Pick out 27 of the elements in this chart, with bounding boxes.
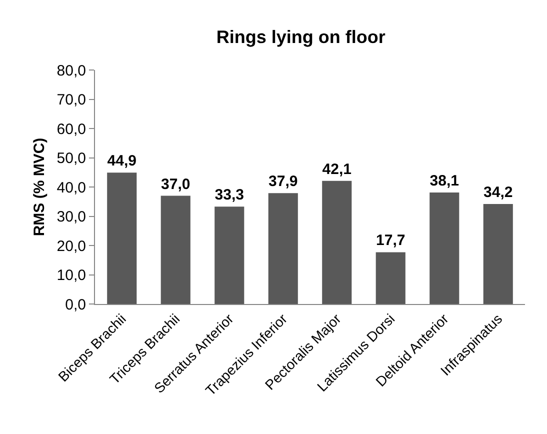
bar	[160, 196, 190, 304]
data-label: 44,9	[107, 152, 136, 170]
data-label: 38,1	[430, 172, 459, 190]
chart-title: Rings lying on floor	[216, 26, 386, 47]
data-label: 34,2	[484, 184, 513, 201]
bar	[107, 172, 137, 304]
y-axis-title: RMS (% MVC)	[31, 138, 48, 236]
data-label: 37,9	[268, 173, 298, 190]
y-tick-label: 30,0	[56, 208, 86, 226]
data-label: 42,1	[322, 160, 352, 178]
y-tick-label: 0,0	[65, 296, 86, 314]
y-tick-label: 10,0	[56, 267, 86, 284]
bar	[430, 192, 460, 304]
data-label: 37,0	[161, 176, 190, 193]
data-label: 17,7	[376, 232, 406, 250]
bar	[214, 206, 244, 304]
bar	[376, 252, 406, 304]
bar	[268, 193, 298, 304]
y-tick-label: 40,0	[56, 179, 86, 196]
data-label: 33,3	[214, 186, 244, 204]
y-tick-label: 70,0	[56, 92, 86, 108]
y-tick-label: 80,0	[56, 62, 86, 80]
y-tick-label: 60,0	[56, 120, 86, 138]
bar	[483, 204, 513, 304]
bar	[322, 180, 352, 304]
y-tick-label: 50,0	[56, 150, 86, 167]
y-tick-label: 20,0	[56, 238, 86, 255]
